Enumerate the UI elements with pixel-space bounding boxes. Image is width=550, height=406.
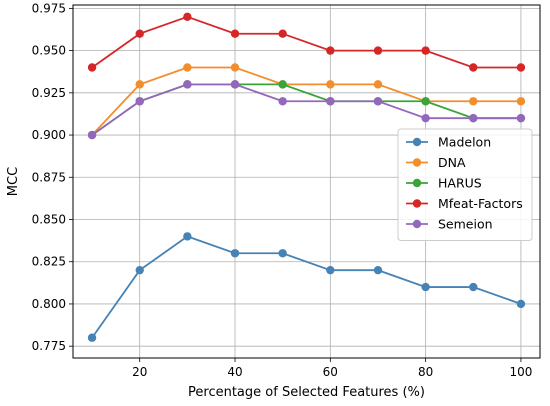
data-point	[421, 282, 430, 292]
data-point	[135, 29, 144, 38]
series-line	[91, 83, 521, 136]
data-point	[373, 80, 383, 89]
y-tick-label: 0.975	[32, 1, 66, 15]
data-point	[278, 249, 287, 258]
x-tick-label: 40	[227, 365, 242, 379]
plot-frame	[72, 4, 541, 359]
x-tick-label: 100	[509, 365, 532, 379]
data-point	[183, 80, 192, 89]
data-point	[421, 113, 430, 123]
y-tick-label: 0.825	[32, 255, 66, 269]
legend-label: HARUS	[438, 176, 482, 191]
data-point	[230, 80, 240, 89]
data-point	[87, 63, 97, 72]
x-axis-label: Percentage of Selected Features (%)	[188, 385, 425, 400]
series-layer	[87, 12, 526, 342]
data-point	[516, 97, 526, 106]
data-point	[326, 46, 335, 55]
data-point	[278, 97, 287, 106]
data-point	[135, 80, 144, 89]
legend: Madelon DNA HARUS Mfeat-Factors Semeion	[397, 128, 533, 241]
series-line	[91, 15, 521, 69]
data-point	[230, 29, 240, 38]
legend-marker	[412, 158, 422, 167]
data-point	[469, 63, 478, 72]
legend-marker	[412, 199, 422, 208]
data-point	[135, 97, 144, 106]
data-point	[421, 97, 430, 106]
series-line	[91, 66, 521, 136]
x-tick-label: 80	[418, 365, 433, 379]
x-tick-label: 60	[323, 365, 338, 379]
y-tick-label: 0.775	[32, 339, 66, 353]
legend-marker	[412, 219, 422, 229]
tick-layer: 20 40 60 80 100 0.775 0.800 0.825 0.850 0.875 0.90…	[32, 1, 533, 379]
data-point	[469, 97, 478, 106]
data-point	[373, 46, 383, 55]
legend-marker	[412, 178, 422, 188]
series-mfeat-factors	[87, 12, 526, 72]
y-tick-label: 0.800	[32, 297, 66, 311]
y-tick-label: 0.900	[32, 128, 66, 142]
legend-label: Madelon	[438, 135, 491, 150]
y-tick-label: 0.875	[32, 170, 66, 184]
data-point	[421, 46, 430, 55]
data-point	[87, 130, 97, 140]
series-line	[91, 235, 522, 339]
data-point	[183, 232, 192, 241]
data-point	[278, 80, 287, 89]
legend-label: Mfeat-Factors	[438, 196, 523, 211]
data-point	[183, 12, 192, 22]
data-point	[87, 333, 97, 342]
data-point	[373, 97, 383, 106]
data-point	[469, 113, 478, 123]
data-point	[326, 80, 335, 89]
data-point	[326, 265, 335, 275]
series-madelon	[87, 232, 526, 342]
y-tick-label: 0.925	[32, 86, 66, 100]
data-point	[278, 29, 287, 38]
data-point	[373, 265, 383, 275]
legend-label: DNA	[438, 155, 466, 170]
x-tick-label: 20	[132, 365, 147, 379]
y-tick-label: 0.850	[32, 213, 66, 227]
data-point	[326, 97, 335, 106]
legend-box	[397, 128, 533, 241]
y-tick-label: 0.950	[32, 44, 66, 58]
data-point	[516, 63, 526, 72]
data-point	[135, 265, 144, 275]
data-point	[183, 63, 192, 72]
series-line	[91, 83, 521, 136]
data-point	[469, 282, 478, 292]
legend-marker	[412, 137, 422, 147]
data-point	[230, 249, 240, 258]
y-axis-label: MCC	[6, 167, 21, 196]
data-point	[516, 113, 526, 123]
legend-label: Semeion	[438, 217, 493, 232]
data-point	[516, 299, 526, 309]
series-semeion	[87, 80, 526, 140]
data-point	[230, 63, 240, 72]
